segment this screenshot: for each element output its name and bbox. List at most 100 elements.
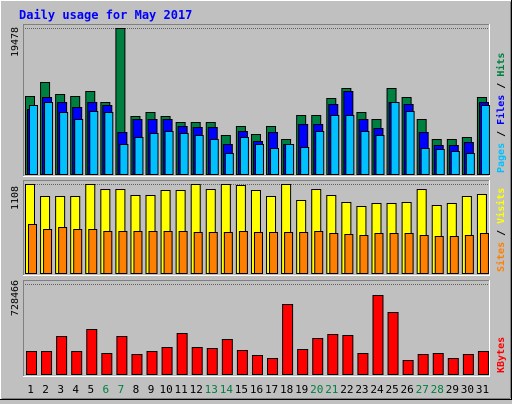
day-axis-labels: 1 2 3 4 5 6 7 8 9 10 11 12 13 14 15 16 17 18 19 20 21 22 23 24 2… xyxy=(27,383,489,396)
day-label-2: 2 xyxy=(42,383,49,396)
bar-pages-16 xyxy=(254,144,264,175)
bar-sites-24 xyxy=(374,233,384,274)
bar-pages-1 xyxy=(29,105,38,175)
day-label-23: 23 xyxy=(355,383,368,396)
bar-pages-2 xyxy=(44,102,54,175)
bar-pages-9 xyxy=(149,133,159,175)
day-label-7: 7 xyxy=(118,383,125,396)
bar-pages-14 xyxy=(224,153,234,175)
bar-sites-5 xyxy=(88,229,98,274)
bar-kbytes-18 xyxy=(282,304,294,375)
bar-sites-12 xyxy=(193,232,203,274)
bar-sites-8 xyxy=(133,231,143,274)
bar-kbytes-21 xyxy=(327,334,339,375)
bar-kbytes-4 xyxy=(71,351,83,375)
bar-sites-21 xyxy=(329,233,339,274)
bar-sites-27 xyxy=(419,235,429,274)
day-label-13: 13 xyxy=(205,383,218,396)
bar-sites-19 xyxy=(299,232,309,274)
bar-kbytes-24 xyxy=(372,295,384,375)
bar-kbytes-17 xyxy=(267,358,279,375)
bar-pages-13 xyxy=(209,139,219,175)
day-label-17: 17 xyxy=(265,383,278,396)
panel-kbytes: 728466 KBytes xyxy=(10,280,507,377)
bar-sites-26 xyxy=(404,233,414,274)
bar-kbytes-30 xyxy=(462,354,474,375)
day-label-12: 12 xyxy=(190,383,203,396)
day-label-5: 5 xyxy=(87,383,94,396)
bar-sites-2 xyxy=(43,229,53,274)
bar-pages-11 xyxy=(179,133,189,175)
bar-kbytes-28 xyxy=(432,353,444,375)
legend-item-visits: Visits xyxy=(495,188,507,224)
legend-item-pages: Pages xyxy=(496,143,507,173)
panel-hits-files-pages: 19478 Pages / Files / Hits xyxy=(10,24,507,177)
day-label-16: 16 xyxy=(250,383,263,396)
bar-kbytes-11 xyxy=(176,333,188,375)
bar-pages-27 xyxy=(420,148,430,175)
day-label-28: 28 xyxy=(431,383,444,396)
bar-kbytes-29 xyxy=(447,358,459,375)
bar-sites-16 xyxy=(253,232,263,274)
bar-sites-18 xyxy=(284,232,294,274)
bar-pages-24 xyxy=(375,135,385,175)
bar-pages-12 xyxy=(194,135,204,175)
bar-sites-3 xyxy=(58,227,68,274)
bar-pages-10 xyxy=(164,131,174,175)
day-label-22: 22 xyxy=(340,383,353,396)
bar-pages-20 xyxy=(315,131,325,175)
day-label-18: 18 xyxy=(280,383,293,396)
bar-kbytes-19 xyxy=(297,349,309,375)
bar-pages-15 xyxy=(239,137,249,175)
bar-pages-28 xyxy=(435,149,445,175)
bar-pages-26 xyxy=(405,111,415,175)
bar-sites-6 xyxy=(103,231,113,274)
day-label-14: 14 xyxy=(220,383,234,396)
day-label-27: 27 xyxy=(416,383,429,396)
bar-pages-30 xyxy=(465,153,475,175)
bar-kbytes-15 xyxy=(236,350,248,375)
bar-pages-31 xyxy=(480,105,490,175)
legend-separator: / xyxy=(496,77,507,95)
day-label-6: 6 xyxy=(103,383,110,396)
bar-kbytes-7 xyxy=(116,336,128,375)
day-label-9: 9 xyxy=(148,383,155,396)
bar-pages-21 xyxy=(330,115,340,175)
bar-sites-11 xyxy=(178,231,188,274)
day-label-31: 31 xyxy=(476,383,489,396)
day-label-26: 26 xyxy=(401,383,414,396)
legend-item-sites: Sites xyxy=(495,242,507,272)
bar-sites-10 xyxy=(163,231,173,274)
bar-sites-22 xyxy=(344,234,354,274)
bar-pages-8 xyxy=(134,137,144,175)
ymax-label-visits-sites: 1108 xyxy=(10,186,21,210)
bar-sites-7 xyxy=(118,231,128,274)
day-label-19: 19 xyxy=(295,383,308,396)
bar-kbytes-26 xyxy=(402,360,414,375)
bar-kbytes-9 xyxy=(146,351,158,375)
bar-pages-4 xyxy=(74,119,84,175)
day-label-3: 3 xyxy=(57,383,64,396)
day-label-4: 4 xyxy=(72,383,79,396)
day-label-8: 8 xyxy=(133,383,140,396)
day-label-20: 20 xyxy=(310,383,323,396)
legend-separator: / xyxy=(496,125,507,143)
bar-pages-29 xyxy=(450,151,460,175)
bar-pages-18 xyxy=(285,144,295,175)
ymax-label-hits-files-pages: 19478 xyxy=(10,27,21,57)
bar-kbytes-3 xyxy=(56,336,68,375)
bar-pages-19 xyxy=(300,147,310,175)
bar-kbytes-23 xyxy=(357,353,369,375)
bar-pages-22 xyxy=(345,115,355,175)
bar-kbytes-6 xyxy=(101,353,113,375)
bar-sites-23 xyxy=(359,235,369,274)
bar-sites-13 xyxy=(208,232,218,274)
legend-item-hits: Hits xyxy=(495,53,507,77)
day-label-21: 21 xyxy=(325,383,338,396)
panel-visits-sites: 1108 Sites / Visits xyxy=(10,180,507,276)
bar-pages-3 xyxy=(59,112,69,175)
chart-title: Daily usage for May 2017 xyxy=(19,8,192,22)
bar-sites-9 xyxy=(148,231,158,274)
